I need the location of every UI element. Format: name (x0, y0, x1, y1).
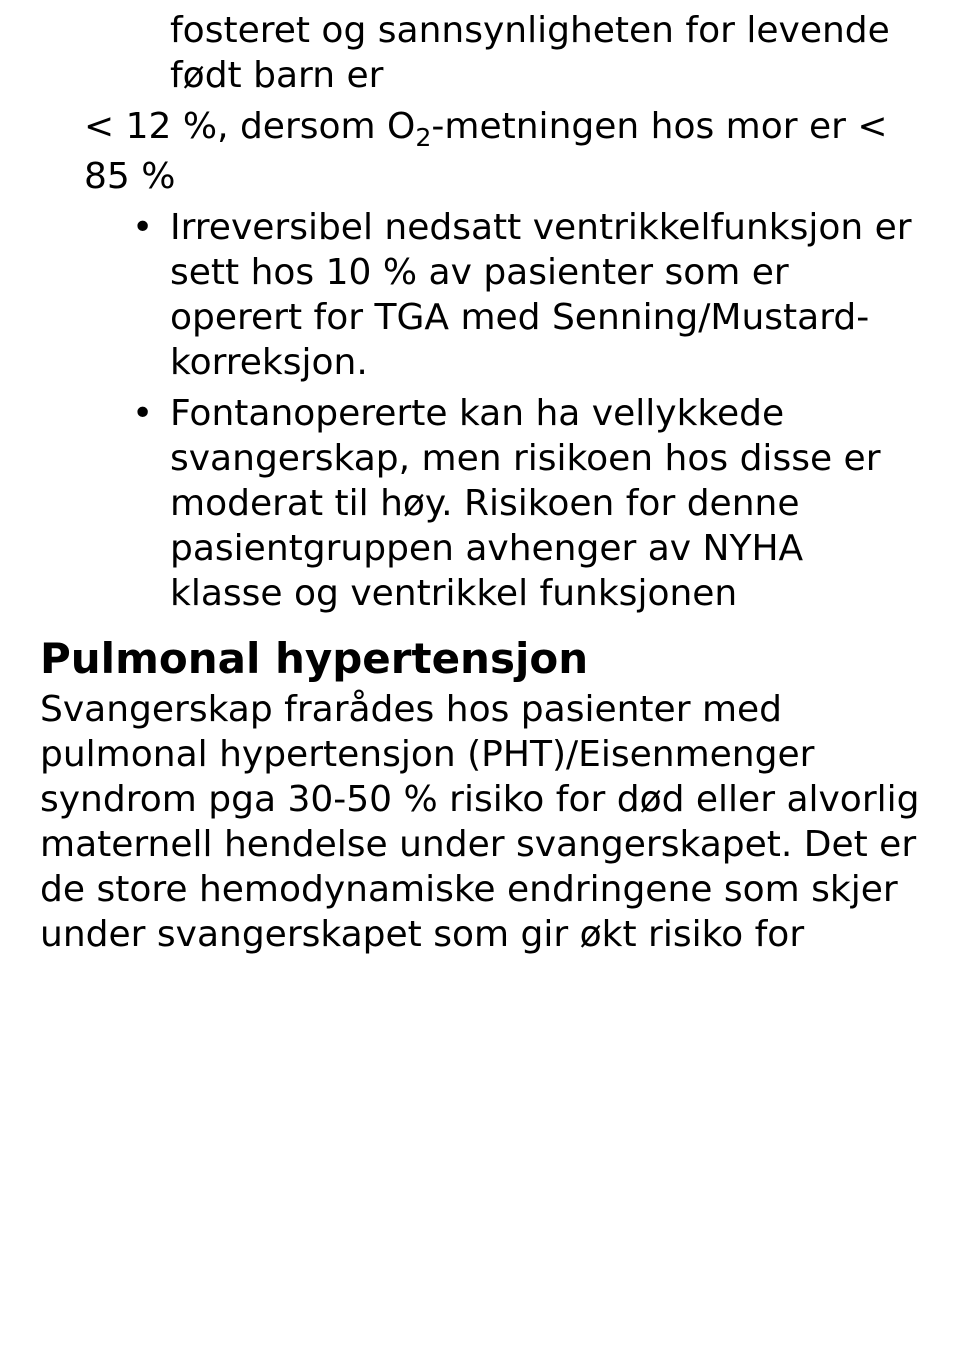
bullet-list: Irreversibel nedsatt ventrikkelfunksjon … (40, 205, 920, 616)
continuation-line-1: fosteret og sannsynligheten for levende … (170, 8, 920, 98)
continuation-line-2: < 12 %, dersom O2-metningen hos mor er <… (84, 104, 920, 199)
subscript-o2: 2 (415, 123, 431, 152)
list-item: Irreversibel nedsatt ventrikkelfunksjon … (170, 205, 920, 385)
document-page: fosteret og sannsynligheten for levende … (0, 0, 960, 957)
list-item: Fontanopererte kan ha vellykkede svanger… (170, 391, 920, 616)
continuation-pre: < 12 %, dersom O (84, 106, 415, 147)
section-heading: Pulmonal hypertensjon (40, 634, 920, 683)
section-paragraph: Svangerskap frarådes hos pasienter med p… (40, 687, 920, 957)
